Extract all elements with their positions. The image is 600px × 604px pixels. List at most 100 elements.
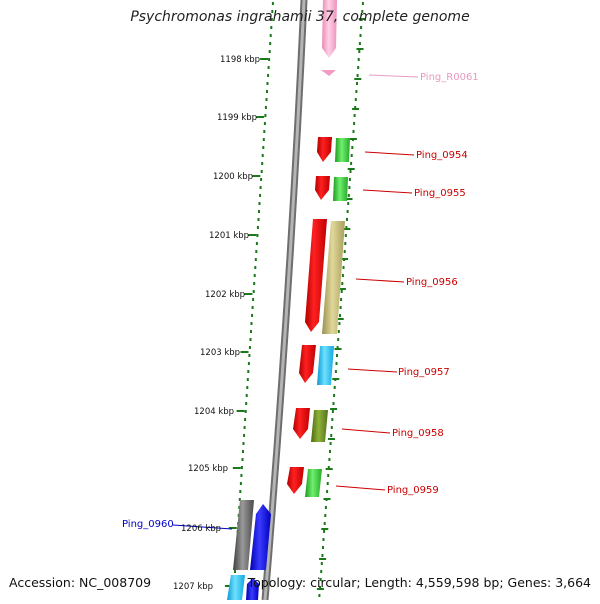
- ruler-dot-left: [267, 66, 270, 69]
- ruler-dot-right: [354, 98, 357, 101]
- gene-ping-0954-red[interactable]: [317, 137, 332, 162]
- ruler-dot-right: [361, 10, 364, 13]
- ruler-dot-left: [260, 178, 263, 181]
- gene-ping-0958-red[interactable]: [293, 408, 310, 439]
- ruler-dot-left: [240, 466, 243, 469]
- ruler-minor-tick: [358, 18, 366, 20]
- ruler-dot-right: [341, 282, 344, 285]
- ruler-dot-right: [342, 266, 345, 269]
- accession-text: Accession: NC_008709: [9, 575, 152, 590]
- ruler-dot-left: [254, 258, 257, 261]
- ruler-dot-right: [337, 330, 340, 333]
- ruler-dot-left: [239, 490, 242, 493]
- gene-ping-0960-gray[interactable]: [233, 500, 254, 570]
- ruler-dot-left: [246, 386, 249, 389]
- ruler-dot-right: [357, 66, 360, 69]
- gene-label-ping-0954[interactable]: Ping_0954: [416, 150, 468, 161]
- ruler-minor-tick: [349, 138, 357, 140]
- ruler-dot-right: [358, 50, 361, 53]
- ruler-major-tick-4: [244, 293, 253, 295]
- ruler-label-1198: 1198 kbp: [220, 55, 260, 65]
- ruler-dot-left: [258, 202, 261, 205]
- ruler-dot-right: [322, 546, 324, 549]
- gene-label-ping-0958[interactable]: Ping_0958: [392, 428, 444, 439]
- gene-ping-0956-khaki[interactable]: [322, 221, 345, 334]
- gene-ping-0954-green[interactable]: [335, 138, 350, 162]
- ruler-major-tick-9: [224, 585, 233, 587]
- ruler-dot-left: [242, 450, 244, 453]
- ruler-minor-tick: [336, 318, 344, 320]
- ruler-dot-left: [239, 482, 242, 485]
- ruler-dot-left: [243, 426, 246, 429]
- ruler-dot-right: [323, 522, 326, 525]
- ruler-dot-left: [238, 498, 241, 501]
- ruler-dot-left: [247, 362, 250, 365]
- ruler-dot-left: [248, 346, 251, 349]
- genome-backbone-highlight: [263, 0, 306, 601]
- ruler-dot-right: [344, 242, 347, 245]
- gene-ping-r0061[interactable]: [322, 0, 337, 58]
- genome-title: Psychromonas ingrahamii 37, complete gen…: [130, 9, 470, 25]
- gene-label-ping-0959[interactable]: Ping_0959: [387, 485, 439, 496]
- ruler-dot-left: [257, 218, 260, 221]
- gene-ping-0955-red[interactable]: [315, 176, 330, 200]
- ruler-dot-right: [328, 458, 331, 461]
- gene-ping-0956-red[interactable]: [305, 219, 327, 332]
- ruler-dot-right: [334, 370, 337, 373]
- gene-label-ping-0956[interactable]: Ping_0956: [406, 277, 458, 288]
- gene-ping-0957-red[interactable]: [299, 345, 316, 383]
- ruler-major-tick-0: [260, 58, 269, 60]
- ruler-dot-left: [244, 410, 247, 413]
- ruler-dot-left: [244, 418, 247, 421]
- ruler-dot-right: [353, 122, 356, 125]
- ruler-dot-right: [340, 298, 343, 301]
- gene-ping-0955-green[interactable]: [333, 177, 348, 201]
- ruler-dot-right: [332, 402, 335, 405]
- ruler-dot-left: [253, 274, 256, 277]
- ruler-dot-right: [330, 434, 333, 437]
- ruler-dot-right: [318, 594, 321, 597]
- ruler-dot-right: [327, 466, 330, 469]
- ruler-dot-right: [361, 2, 364, 5]
- ruler-ticks: [224, 18, 366, 590]
- gene-label-ping-0960[interactable]: Ping_0960: [122, 519, 174, 530]
- gene-ping-0960-blue[interactable]: [250, 504, 271, 570]
- ruler-dot-left: [263, 130, 266, 133]
- ruler-dot-right: [349, 170, 352, 173]
- ruler-dot-left: [270, 26, 273, 29]
- gene-label-ping-r0061[interactable]: Ping_R0061: [420, 72, 479, 83]
- ruler-dot-left: [252, 290, 255, 293]
- ruler-major-tick-5: [240, 351, 249, 353]
- ruler-dot-right: [329, 442, 332, 445]
- ruler-major-tick-3: [248, 234, 257, 236]
- ruler-dot-right: [326, 482, 329, 485]
- gene-bottom-blue[interactable]: [246, 578, 259, 600]
- gene-ping-0959-green[interactable]: [305, 469, 322, 497]
- ruler-dot-left: [268, 50, 271, 53]
- ruler-dot-left: [267, 74, 270, 77]
- ruler-major-tick-6: [236, 410, 245, 412]
- ruler-dot-right: [347, 202, 350, 205]
- gene-label-ping-0957[interactable]: Ping_0957: [398, 367, 450, 378]
- gene-ping-0959-red[interactable]: [287, 467, 304, 494]
- ruler-dot-left: [252, 298, 255, 301]
- ruler-dot-right: [360, 26, 363, 29]
- gene-ping-0958-olive[interactable]: [311, 410, 328, 442]
- ruler-dot-right: [331, 418, 334, 421]
- gene-bottom-cyan[interactable]: [227, 575, 245, 600]
- ruler-dot-right: [339, 314, 341, 317]
- ruler-dot-right: [355, 90, 358, 93]
- ruler-dot-left: [253, 282, 256, 285]
- ruler-dot-left: [271, 10, 274, 13]
- ruler-minor-tick: [341, 258, 349, 260]
- ruler-dot-right: [331, 410, 334, 413]
- gene-label-ping-0955[interactable]: Ping_0955: [414, 188, 466, 199]
- ruler-dot-right: [346, 210, 349, 213]
- ruler-dot-right: [329, 450, 331, 453]
- ruler-dot-left: [258, 210, 260, 213]
- gene-ping-0957-cyan[interactable]: [317, 346, 334, 385]
- ruler-dot-left: [240, 474, 243, 477]
- ruler-dot-left: [259, 186, 262, 189]
- gene-ping-r0061-tip[interactable]: [321, 70, 336, 76]
